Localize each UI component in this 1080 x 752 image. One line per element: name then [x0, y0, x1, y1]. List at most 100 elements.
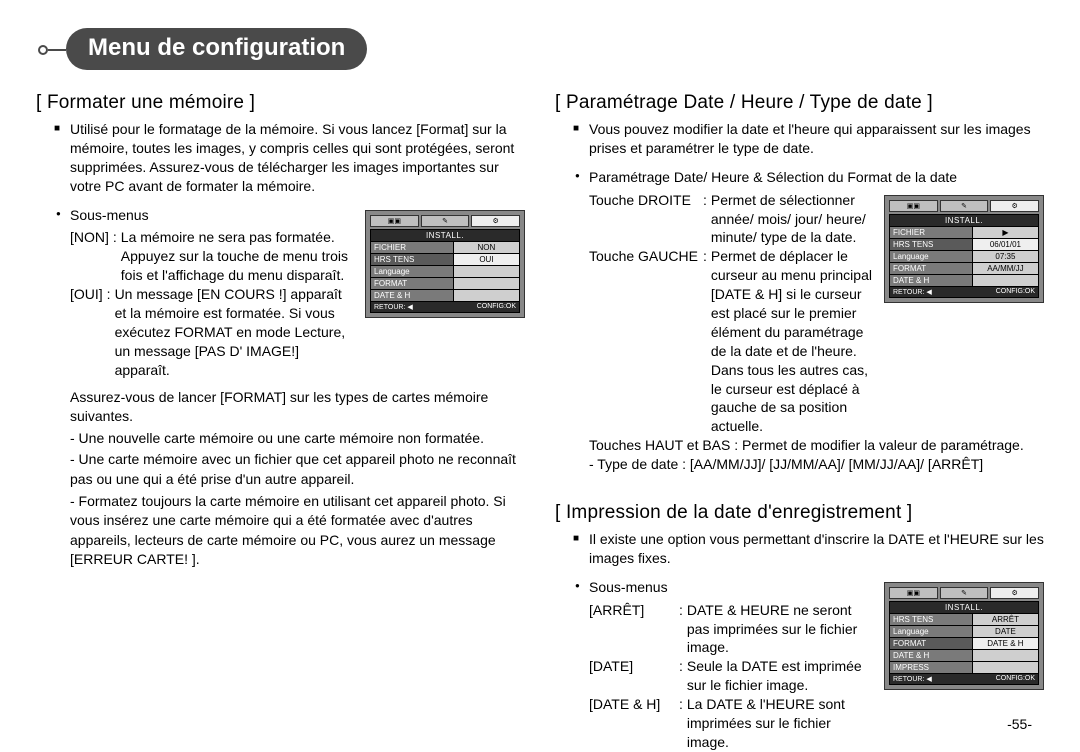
lcd-screenshot-imprint: ▣▣ ✎ ⚙ INSTALL. HRS TENSARRÊTLanguageDAT…: [884, 582, 1044, 690]
lcd-row: Language: [370, 266, 520, 278]
lcd-row: IMPRESS: [889, 662, 1039, 674]
key-name: Touche GAUCHE: [589, 247, 699, 436]
colon-sep: :: [699, 247, 711, 436]
note-item: - Une nouvelle carte mémoire ou une cart…: [70, 429, 525, 449]
lcd-rows: HRS TENSARRÊTLanguageDATEFORMATDATE & HD…: [889, 614, 1039, 674]
lcd-cell-left: FICHIER: [371, 242, 454, 253]
pill-connector-icon: [48, 49, 66, 51]
lcd-header: INSTALL.: [889, 214, 1039, 227]
date-bullet: Paramétrage Date/ Heure & Sélection du F…: [555, 168, 1044, 187]
lcd-foot-left: RETOUR: ◀: [374, 303, 413, 311]
lcd-cell-left: Language: [890, 626, 973, 637]
lcd-cell-right: [973, 275, 1038, 286]
lcd-cell-right: ARRÊT: [973, 614, 1038, 625]
lcd-row: HRS TENS06/01/01: [889, 239, 1039, 251]
lcd-cell-left: Language: [371, 266, 454, 277]
date-line4: - Type de date : [AA/MM/JJ]/ [JJ/MM/AA]/…: [589, 455, 983, 474]
lcd-row: FORMATAA/MM/JJ: [889, 263, 1039, 275]
note-item: - Une carte mémoire avec un fichier que …: [70, 450, 525, 489]
lcd-cell-right: ▶: [973, 227, 1038, 238]
imprint-val: La DATE & l'HEURE sont imprimées sur le …: [687, 695, 874, 752]
lcd-cell-left: FORMAT: [890, 638, 973, 649]
lcd-cell-left: IMPRESS: [890, 662, 973, 673]
colon-sep: :: [675, 601, 687, 658]
format-body: ▣▣ ✎ ⚙ INSTALL. FICHIERNONHRS TENSOUILan…: [36, 206, 525, 380]
colon-sep: :: [675, 695, 687, 752]
lcd-cell-right: NON: [454, 242, 519, 253]
submenu-key: [NON]: [70, 228, 109, 285]
lcd-row: HRS TENSARRÊT: [889, 614, 1039, 626]
lcd-row: DATE & H: [370, 290, 520, 302]
section-title-date: [ Paramétrage Date / Heure / Type de dat…: [555, 92, 1044, 114]
lcd-row: DATE & H: [889, 275, 1039, 287]
submenu-val: La mémoire ne sera pas formatée. Appuyez…: [121, 228, 355, 285]
key-row: Touche DROITE:Permet de sélectionner ann…: [555, 191, 874, 248]
page-title: Menu de configuration: [66, 28, 367, 70]
format-notes: - Une nouvelle carte mémoire ou une cart…: [36, 429, 525, 570]
date-type-line: - Type de date : [AA/MM/JJ]/ [JJ/MM/AA]/…: [555, 455, 1044, 474]
key-val: Permet de déplacer le curseur au menu pr…: [711, 247, 874, 436]
submenu-val: Un message [EN COURS !] apparaît et la m…: [115, 285, 355, 379]
imprint-submenus-label: Sous-menus: [555, 578, 1044, 597]
key-name: Touche DROITE: [589, 191, 699, 248]
lcd-foot-right: CONFIG:OK: [996, 288, 1035, 296]
lcd-cell-left: Language: [890, 251, 973, 262]
lcd-cell-right: [973, 650, 1038, 661]
lcd-row: FICHIERNON: [370, 242, 520, 254]
imprint-row: [ARRÊT]:DATE & HEURE ne seront pas impri…: [555, 601, 874, 658]
lcd-cell-right: 07:35: [973, 251, 1038, 262]
lcd-cell-right: DATE: [973, 626, 1038, 637]
imprint-key: [DATE]: [589, 657, 675, 695]
lcd-row: FORMATDATE & H: [889, 638, 1039, 650]
lcd-cell-right: [973, 662, 1038, 673]
colon-sep: :: [675, 657, 687, 695]
lcd-row: FORMAT: [370, 278, 520, 290]
key-val: Permet de sélectionner année/ mois/ jour…: [711, 191, 874, 248]
lcd-cell-left: HRS TENS: [890, 614, 973, 625]
imprint-key: [ARRÊT]: [589, 601, 675, 658]
lcd-cell-right: AA/MM/JJ: [973, 263, 1038, 274]
date-line3: Touches HAUT et BAS : Permet de modifier…: [589, 436, 1024, 455]
lcd-cell-right: [454, 290, 519, 301]
lcd-cell-left: DATE & H: [890, 275, 973, 286]
lcd-header: INSTALL.: [889, 601, 1039, 614]
lcd-cell-left: HRS TENS: [371, 254, 454, 265]
lcd-foot-right: CONFIG:OK: [477, 303, 516, 311]
left-column: [ Formater une mémoire ] Utilisé pour le…: [36, 86, 525, 752]
title-bar: Menu de configuration: [66, 28, 1044, 72]
columns: [ Formater une mémoire ] Utilisé pour le…: [36, 86, 1044, 752]
lcd-cell-left: DATE & H: [371, 290, 454, 301]
format-note-intro: Assurez-vous de lancer [FORMAT] sur les …: [36, 388, 525, 427]
imprint-row: [DATE & H]:La DATE & l'HEURE sont imprim…: [555, 695, 874, 752]
lcd-cell-right: [454, 266, 519, 277]
lcd-rows: FICHIERNONHRS TENSOUILanguageFORMATDATE …: [370, 242, 520, 302]
date-haut-bas: Touches HAUT et BAS : Permet de modifier…: [555, 436, 1044, 455]
lcd-screenshot-date: ▣▣ ✎ ⚙ INSTALL. FICHIER▶HRS TENS06/01/01…: [884, 195, 1044, 303]
section-title-format: [ Formater une mémoire ]: [36, 92, 525, 114]
date-intro: Vous pouvez modifier la date et l'heure …: [555, 120, 1044, 158]
note-item: - Formatez toujours la carte mémoire en …: [70, 492, 525, 570]
page-number: -55-: [1007, 716, 1032, 732]
lcd-tab-icon: ▣▣: [889, 200, 938, 212]
lcd-tab-icon: ✎: [940, 200, 989, 212]
submenus-label: Sous-menus: [36, 206, 525, 225]
lcd-row: LanguageDATE: [889, 626, 1039, 638]
lcd-row: Language07:35: [889, 251, 1039, 263]
lcd-tab-icon: ⚙: [990, 200, 1039, 212]
lcd-foot-left: RETOUR: ◀: [893, 675, 932, 683]
submenu-row: [OUI]:Un message [EN COURS !] apparaît e…: [36, 285, 355, 379]
lcd-row: DATE & H: [889, 650, 1039, 662]
lcd-cell-left: HRS TENS: [890, 239, 973, 250]
imprint-val: DATE & HEURE ne seront pas imprimées sur…: [687, 601, 874, 658]
pill-dot-icon: [38, 45, 48, 55]
manual-page: Menu de configuration [ Formater une mém…: [0, 0, 1080, 746]
imprint-row: [DATE]:Seule la DATE est imprimée sur le…: [555, 657, 874, 695]
imprint-body: ▣▣ ✎ ⚙ INSTALL. HRS TENSARRÊTLanguageDAT…: [555, 578, 1044, 752]
colon-sep: :: [109, 228, 121, 285]
lcd-cell-left: FICHIER: [890, 227, 973, 238]
lcd-screenshot-format: ▣▣ ✎ ⚙ INSTALL. FICHIERNONHRS TENSOUILan…: [365, 210, 525, 318]
lcd-header: INSTALL.: [370, 229, 520, 242]
lcd-cell-right: DATE & H: [973, 638, 1038, 649]
lcd-cell-right: [454, 278, 519, 289]
format-intro: Utilisé pour le formatage de la mémoire.…: [36, 120, 525, 196]
